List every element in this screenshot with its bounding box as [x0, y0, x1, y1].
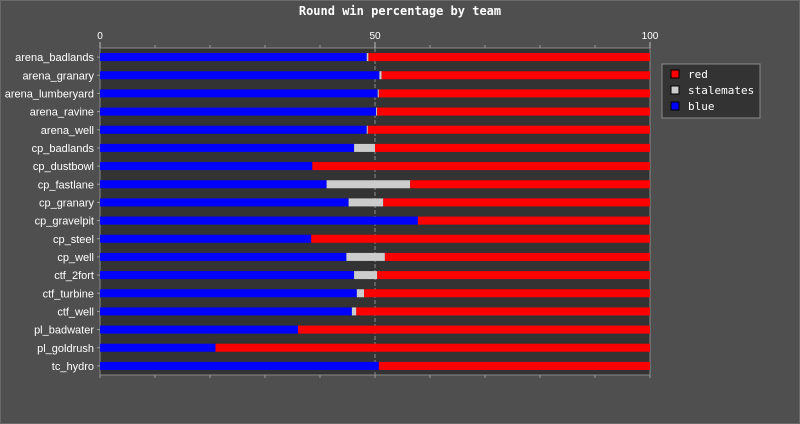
category-label: cp_steel: [53, 234, 94, 246]
x-tick-label: 0: [97, 31, 103, 42]
bar-stalemates-cp_granary: [348, 198, 384, 207]
bar-red-ctf_well: [356, 307, 650, 316]
bar-stalemates-ctf_2fort: [354, 271, 378, 280]
bar-blue-tc_hydro: [100, 361, 379, 370]
bar-blue-ctf_2fort: [100, 271, 355, 280]
category-label: cp_gravelpit: [35, 216, 94, 228]
bar-blue-arena_badlands: [100, 53, 367, 62]
bar-stalemates-ctf_turbine: [356, 289, 364, 298]
bar-red-cp_dustbowl: [312, 162, 650, 171]
bar-stalemates-cp_fastlane: [326, 180, 411, 189]
legend-label-blue: blue: [688, 100, 715, 113]
bar-blue-arena_well: [100, 125, 367, 134]
category-label: arena_granary: [22, 70, 94, 82]
bar-red-cp_well: [384, 252, 650, 261]
category-label: pl_badwater: [34, 325, 94, 337]
bar-red-cp_granary: [383, 198, 650, 207]
bar-stalemates-arena_granary: [379, 71, 382, 80]
bar-red-tc_hydro: [378, 361, 650, 370]
bar-blue-cp_well: [100, 252, 347, 261]
legend-label-stalemates: stalemates: [688, 84, 754, 97]
bar-blue-pl_goldrush: [100, 343, 216, 352]
bar-blue-cp_gravelpit: [100, 216, 418, 225]
bar-stalemates-arena_badlands: [366, 53, 369, 62]
bar-stalemates-arena_well: [366, 125, 368, 134]
category-label: arena_badlands: [15, 52, 94, 64]
bar-blue-arena_ravine: [100, 107, 377, 116]
bar-stalemates-cp_well: [346, 252, 385, 261]
category-label: ctf_well: [57, 306, 94, 318]
legend-swatch-red: [670, 69, 680, 79]
bar-blue-ctf_turbine: [100, 289, 357, 298]
bar-red-arena_well: [367, 125, 650, 134]
bar-stalemates-arena_ravine: [376, 107, 378, 116]
bar-blue-cp_dustbowl: [100, 162, 313, 171]
bar-blue-arena_lumberyard: [100, 89, 378, 98]
legend-swatch-stalemates: [670, 85, 680, 95]
bar-red-arena_ravine: [377, 107, 650, 116]
x-tick-label: 100: [642, 31, 659, 42]
bar-blue-ctf_well: [100, 307, 352, 316]
bar-stalemates-cp_badlands: [354, 143, 375, 152]
bar-stalemates-ctf_well: [351, 307, 357, 316]
category-label: cp_well: [57, 252, 94, 264]
category-label: cp_fastlane: [38, 179, 94, 191]
bar-blue-cp_steel: [100, 234, 312, 243]
chart-title: Round win percentage by team: [298, 4, 502, 18]
bar-red-ctf_turbine: [364, 289, 650, 298]
category-label: arena_well: [41, 125, 94, 137]
bar-red-pl_goldrush: [215, 343, 650, 352]
bar-blue-pl_badwater: [100, 325, 298, 334]
bar-red-ctf_2fort: [377, 271, 650, 280]
bar-blue-cp_fastlane: [100, 180, 327, 189]
category-label: cp_granary: [39, 197, 95, 209]
bar-red-cp_fastlane: [410, 180, 650, 189]
category-label: arena_lumberyard: [5, 88, 94, 100]
bar-red-cp_steel: [311, 234, 650, 243]
legend-label-red: red: [688, 68, 708, 81]
bar-blue-cp_badlands: [100, 143, 355, 152]
category-label: ctf_turbine: [43, 288, 94, 300]
category-label: tc_hydro: [52, 361, 94, 373]
category-label: ctf_2fort: [54, 270, 94, 282]
bar-red-arena_badlands: [368, 53, 650, 62]
bar-stalemates-arena_lumberyard: [377, 89, 379, 98]
legend-swatch-blue: [670, 101, 680, 111]
category-label: cp_dustbowl: [33, 161, 94, 173]
category-label: cp_badlands: [32, 143, 95, 155]
bar-red-cp_gravelpit: [417, 216, 650, 225]
bar-red-pl_badwater: [298, 325, 650, 334]
bar-red-cp_badlands: [375, 143, 650, 152]
bar-blue-cp_granary: [100, 198, 349, 207]
bar-red-arena_lumberyard: [378, 89, 650, 98]
category-label: arena_ravine: [30, 107, 94, 119]
category-label: pl_goldrush: [37, 343, 94, 355]
x-tick-label: 50: [369, 31, 381, 42]
bar-red-arena_granary: [381, 71, 650, 80]
bar-blue-arena_granary: [100, 71, 380, 80]
